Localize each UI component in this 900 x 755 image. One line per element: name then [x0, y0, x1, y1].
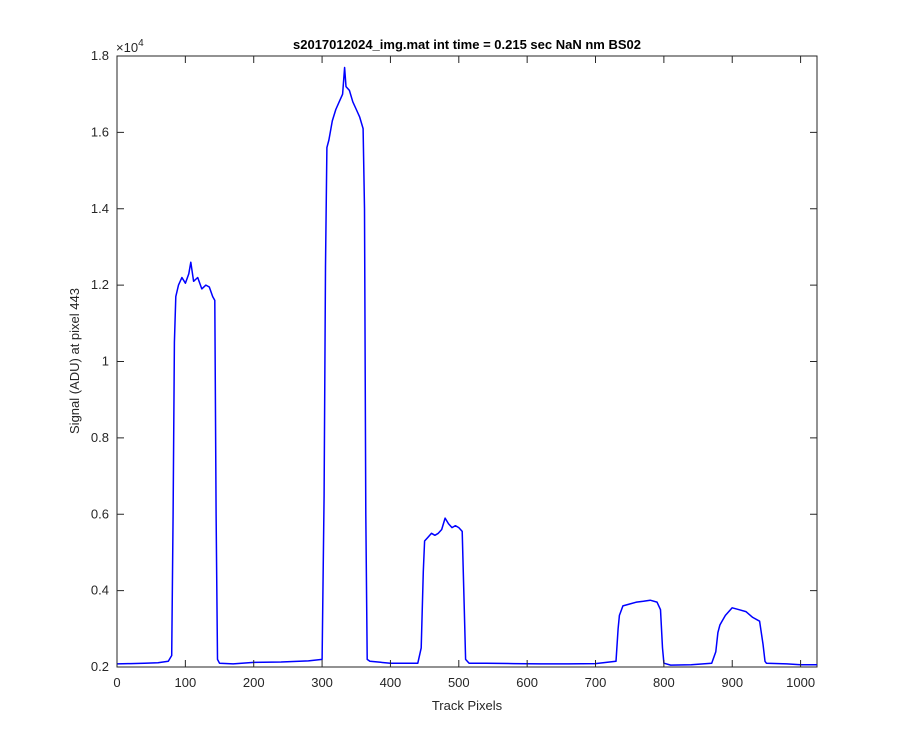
x-axis-label: Track Pixels [432, 698, 503, 713]
x-tick-label: 100 [175, 675, 197, 690]
x-tick-label: 600 [516, 675, 538, 690]
x-tick-label: 0 [113, 675, 120, 690]
series-layer [116, 66, 817, 666]
y-tick-label: 1 [102, 354, 109, 369]
x-axis: 0 100 200 300 400 500 600 700 800 900 1000 [113, 56, 815, 690]
y-exponent-base: ×10 [116, 40, 138, 55]
y-axis: 0.2 0.4 0.6 0.8 1 1.2 1.4 1.6 1.8 [91, 48, 817, 674]
x-tick-label: 800 [653, 675, 675, 690]
y-tick-label: 0.6 [91, 506, 109, 521]
y-exponent-power: 4 [138, 38, 144, 49]
x-tick-label: 500 [448, 675, 470, 690]
y-tick-label: 0.2 [91, 659, 109, 674]
y-tick-label: 0.4 [91, 583, 109, 598]
y-axis-exponent: ×104 [116, 38, 144, 55]
series-line-1 [116, 66, 817, 666]
y-tick-label: 1.6 [91, 124, 109, 139]
x-tick-label: 200 [243, 675, 265, 690]
x-tick-label: 400 [380, 675, 402, 690]
y-axis-label: Signal (ADU) at pixel 443 [67, 288, 82, 434]
x-tick-label: 300 [311, 675, 333, 690]
plot-frame [116, 55, 818, 668]
chart-title: s2017012024_img.mat int time = 0.215 sec… [293, 37, 641, 52]
y-tick-label: 0.8 [91, 430, 109, 445]
y-tick-label: 1.8 [91, 48, 109, 63]
y-tick-label: 1.4 [91, 201, 109, 216]
x-tick-label: 900 [721, 675, 743, 690]
x-tick-label: 700 [585, 675, 607, 690]
plot-area [116, 55, 818, 668]
y-tick-label: 1.2 [91, 277, 109, 292]
x-tick-label: 1000 [786, 675, 815, 690]
